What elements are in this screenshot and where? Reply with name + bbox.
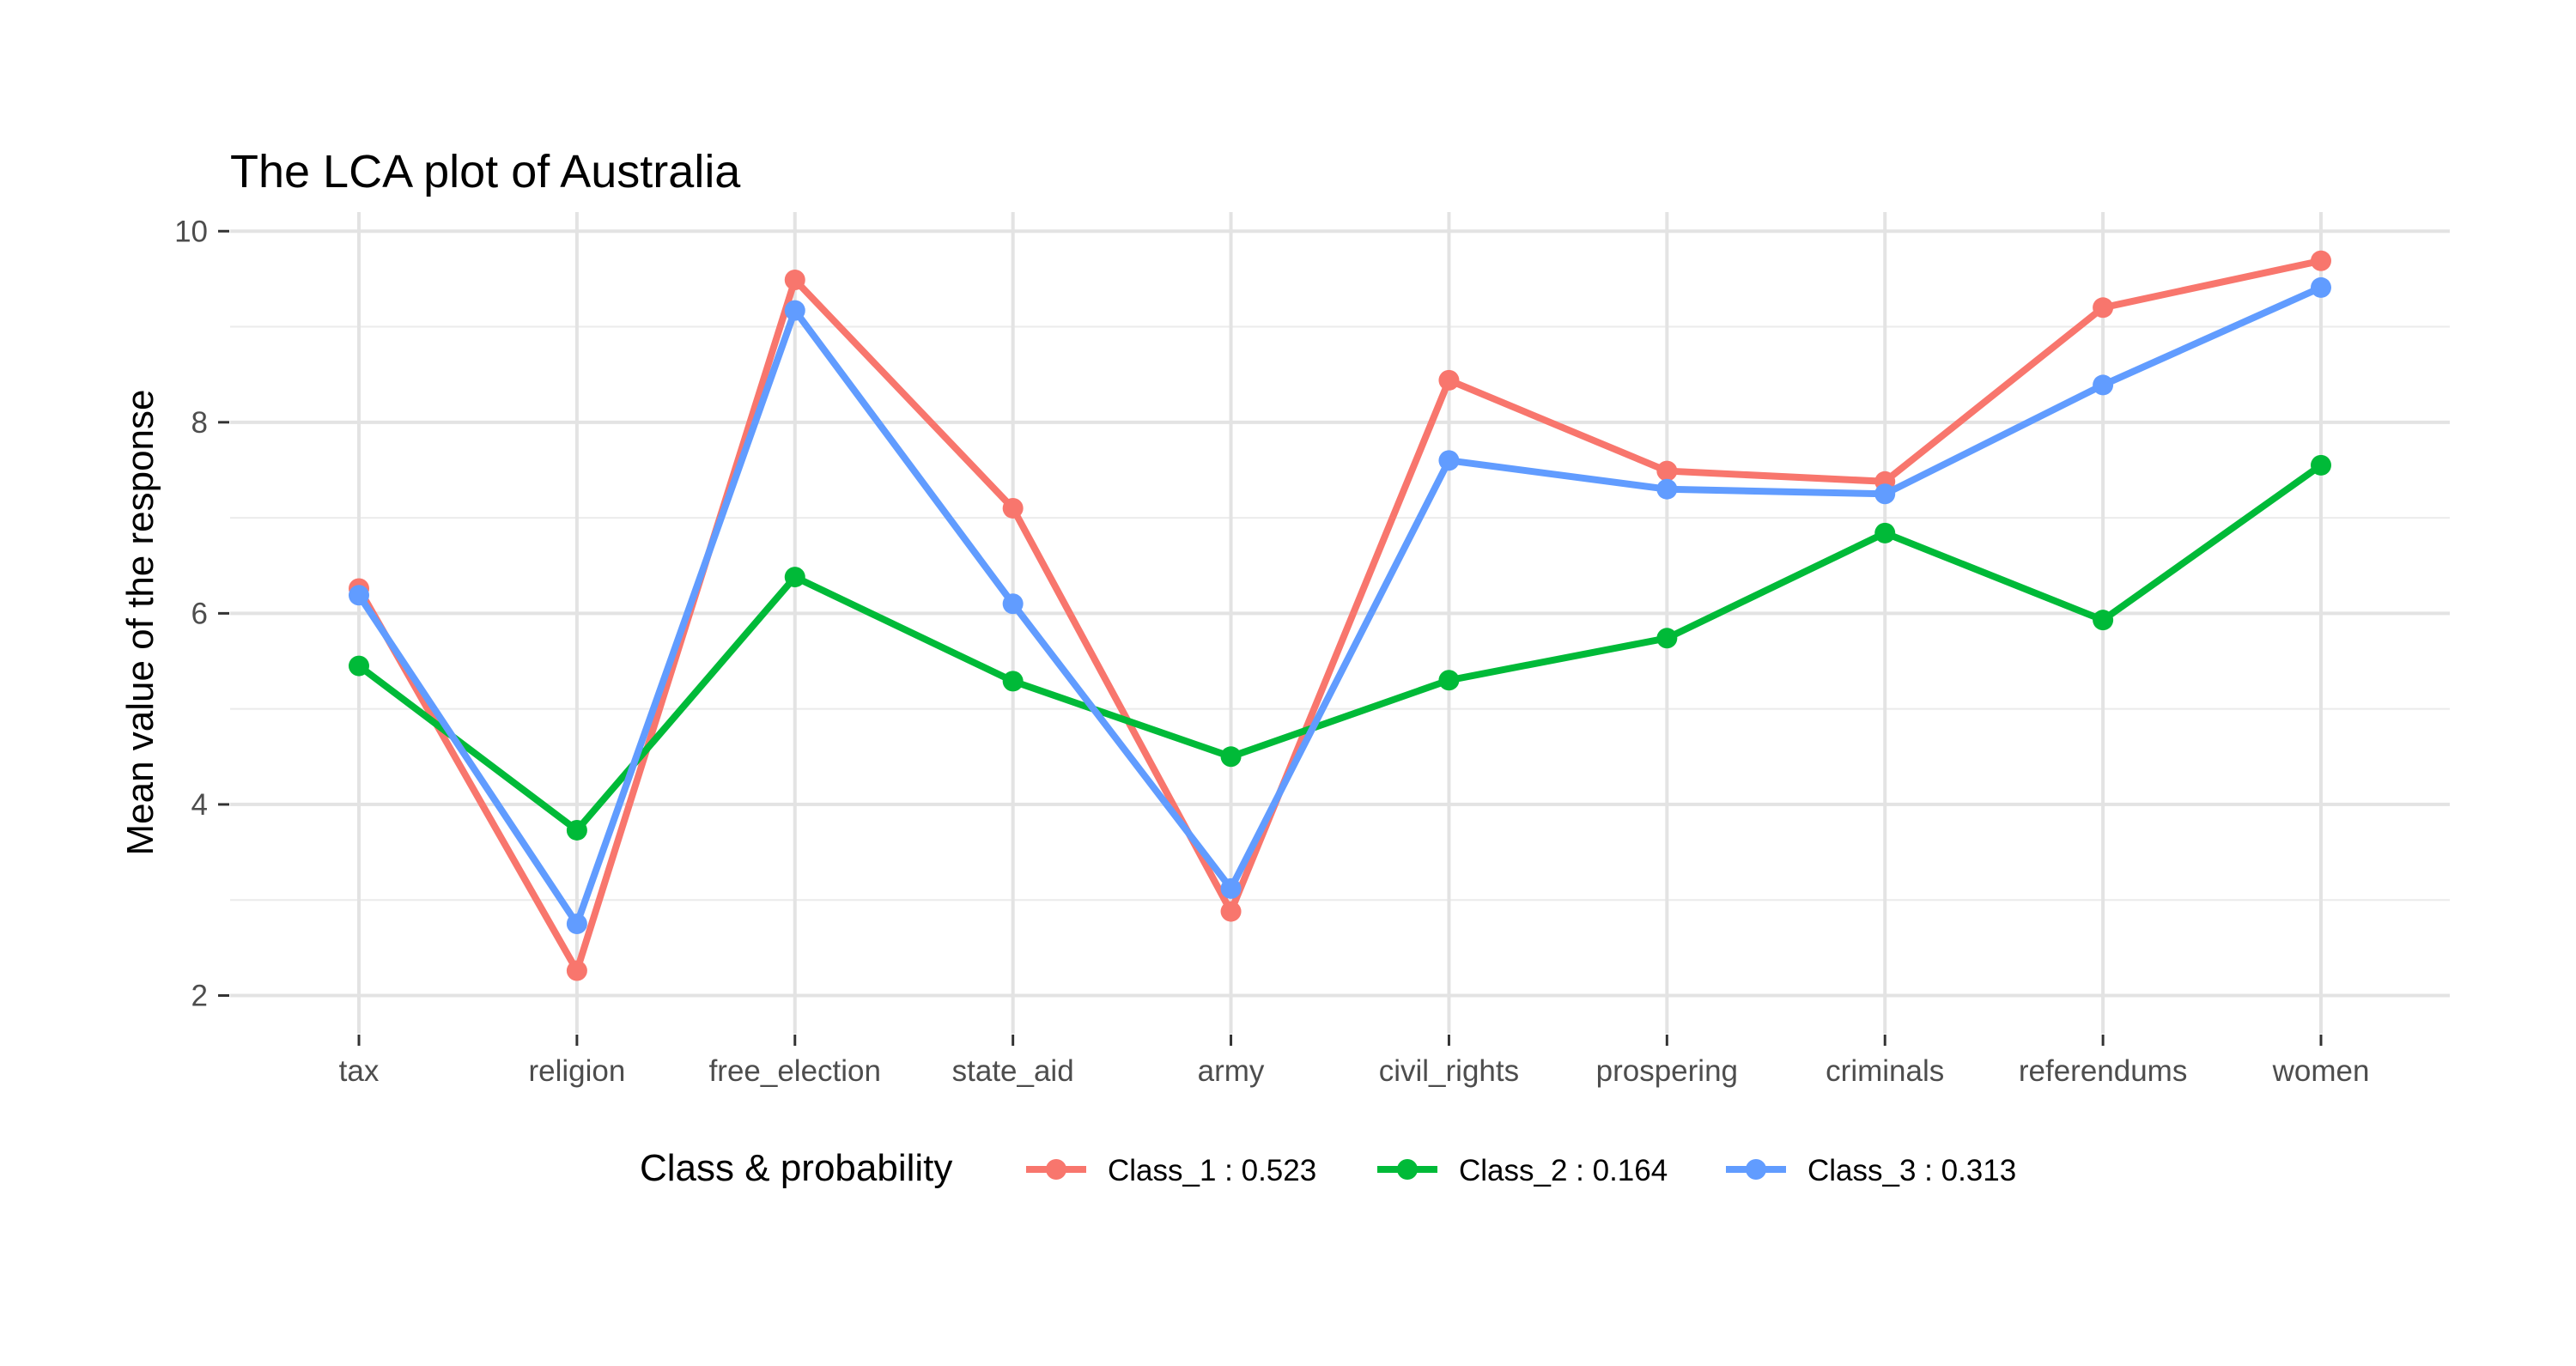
y-axis-title: Mean value of the response bbox=[119, 389, 161, 855]
x-tick-label: civil_rights bbox=[1379, 1054, 1519, 1088]
chart-title: The LCA plot of Australia bbox=[230, 146, 741, 197]
x-tick-label: criminals bbox=[1826, 1054, 1944, 1088]
data-point bbox=[2093, 297, 2114, 319]
series-2 bbox=[349, 454, 2331, 841]
legend-label: Class_3 : 0.313 bbox=[1807, 1154, 2016, 1187]
series-group bbox=[349, 250, 2331, 981]
legend-item-2: Class_2 : 0.164 bbox=[1377, 1154, 1668, 1187]
data-point bbox=[784, 567, 805, 588]
data-point bbox=[1002, 497, 1024, 519]
data-point bbox=[566, 819, 587, 841]
data-point bbox=[1438, 369, 1460, 391]
series-line bbox=[356, 462, 2324, 834]
y-tick-label: 2 bbox=[191, 979, 208, 1012]
legend-label: Class_2 : 0.164 bbox=[1459, 1154, 1668, 1187]
data-point bbox=[1656, 460, 1678, 482]
axes: 2 4 6 8 10 tax religion free_election state_aid a… bbox=[174, 215, 2369, 1088]
x-tick-label: state_aid bbox=[952, 1054, 1074, 1088]
data-point bbox=[2093, 374, 2114, 396]
legend-item-3: Class_3 : 0.313 bbox=[1726, 1154, 2016, 1187]
data-point bbox=[1874, 522, 1896, 543]
legend-item-1: Class_1 : 0.523 bbox=[1026, 1154, 1316, 1187]
data-point bbox=[2093, 610, 2114, 631]
legend-key-point bbox=[1746, 1159, 1766, 1180]
data-point bbox=[1220, 746, 1242, 768]
data-point bbox=[1002, 593, 1024, 615]
data-point bbox=[2311, 276, 2331, 298]
x-tick-label: army bbox=[1198, 1054, 1265, 1088]
legend: Class & probability Class_1 : 0.523 Class… bbox=[640, 1147, 2016, 1189]
data-point bbox=[1220, 901, 1242, 922]
data-point bbox=[2311, 454, 2331, 476]
series-line bbox=[355, 284, 2323, 928]
data-point bbox=[2311, 250, 2331, 271]
data-point bbox=[1874, 483, 1896, 505]
x-tick-label: referendums bbox=[2019, 1054, 2187, 1088]
data-point bbox=[784, 270, 805, 291]
legend-label: Class_1 : 0.523 bbox=[1108, 1154, 1316, 1187]
data-point bbox=[784, 300, 805, 321]
y-tick-label: 10 bbox=[174, 215, 208, 248]
data-point bbox=[1002, 671, 1024, 692]
legend-key-point bbox=[1397, 1159, 1418, 1180]
series-3 bbox=[349, 276, 2331, 935]
data-point bbox=[566, 960, 587, 981]
data-point bbox=[1438, 670, 1460, 691]
x-tick-label: free_election bbox=[709, 1054, 881, 1088]
data-point bbox=[349, 655, 369, 677]
legend-key-point bbox=[1046, 1159, 1066, 1180]
x-tick-label: women bbox=[2272, 1054, 2370, 1088]
data-point bbox=[566, 914, 587, 935]
data-point bbox=[1656, 628, 1678, 649]
x-tick-label: religion bbox=[528, 1054, 625, 1088]
y-tick-label: 4 bbox=[191, 788, 208, 822]
x-tick-label: tax bbox=[339, 1054, 380, 1088]
data-point bbox=[1438, 450, 1460, 471]
data-point bbox=[1656, 478, 1678, 500]
y-tick-label: 6 bbox=[191, 597, 208, 630]
data-point bbox=[1220, 877, 1242, 899]
legend-title: Class & probability bbox=[640, 1147, 952, 1189]
x-tick-label: prospering bbox=[1596, 1054, 1738, 1088]
data-point bbox=[349, 585, 369, 606]
y-tick-label: 8 bbox=[191, 406, 208, 440]
